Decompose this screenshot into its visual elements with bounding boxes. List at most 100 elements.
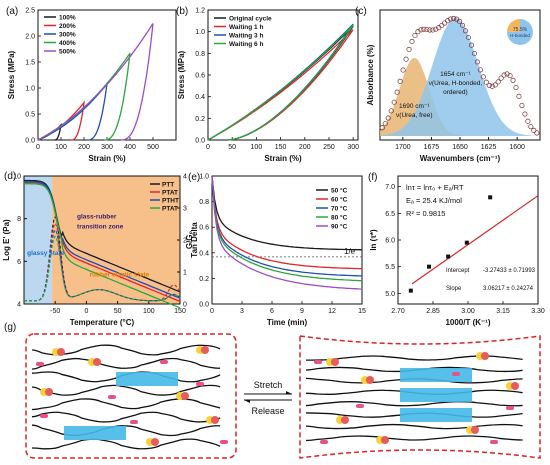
crosslink-bead (201, 346, 209, 354)
data-point (471, 50, 477, 57)
y-tick-label: 1.0 (199, 174, 209, 181)
segment-marker (506, 406, 514, 410)
modulus-curve (24, 181, 181, 299)
x-tick-label: 250 (323, 144, 335, 151)
data-point (445, 18, 451, 24)
y-tick-label: 6.0 (385, 238, 395, 245)
y-tick-label: 1.0 (25, 86, 35, 93)
x-tick-label: -50 (50, 308, 60, 315)
segment-marker (160, 360, 168, 364)
segment-marker (320, 440, 328, 444)
legend-label: Waiting 1 h (229, 24, 263, 31)
data-point (492, 82, 498, 88)
annotation: rubber elastic state (90, 271, 150, 278)
x-axis-label: Strain (%) (88, 154, 126, 163)
data-point (486, 82, 492, 89)
hard-domain (400, 368, 472, 382)
data-point (418, 27, 424, 33)
x-axis-label: Strain (%) (264, 154, 302, 163)
data-point (525, 118, 531, 124)
stress-strain-loop (37, 52, 131, 141)
y-tick-label: 0.5 (25, 112, 35, 119)
x-axis-label: Wavenumbers (cm⁻¹) (420, 154, 501, 163)
legend-label: 70 °C (331, 205, 348, 213)
hard-domain (400, 388, 472, 402)
data-point (400, 67, 406, 73)
x-tick-label: 200 (78, 144, 90, 151)
slope-value: 3.06217 ± 0.24274 (483, 286, 534, 292)
pie-slice-free (507, 19, 520, 32)
x-tick-label: 3 (240, 308, 244, 315)
x-tick-label: 300 (101, 144, 113, 151)
x-tick-label: 100 (143, 308, 155, 315)
y-tick-label: 6 (17, 259, 21, 266)
annotation: 1690 cm⁻¹ (399, 103, 430, 110)
y-tick-label: 0.6 (199, 225, 209, 232)
tan-delta-curve (24, 235, 181, 302)
y2-tick-label: 3 (183, 206, 187, 213)
legend-label: 500% (59, 49, 76, 56)
segment-marker (490, 440, 498, 444)
legend-label: 100% (59, 15, 76, 22)
crosslink-bead (366, 376, 374, 384)
panel-label: (d) (4, 171, 16, 182)
y2-tick-label: 4 (183, 174, 187, 181)
annotation: transition zone (77, 223, 124, 230)
data-point (442, 20, 448, 26)
y-axis-label: Absorbance (%) (366, 44, 375, 105)
data-point (412, 32, 418, 39)
release-arrowhead (244, 400, 250, 403)
y-tick-label: 1.5 (25, 60, 35, 67)
x-tick-label: 1675 (424, 144, 440, 151)
x-tick-label: 150 (275, 144, 287, 151)
polymer-chain (31, 398, 221, 411)
y-tick-label: 2.5 (25, 8, 35, 15)
legend-label: 50 °C (331, 187, 348, 195)
x-tick-label: 0 (36, 144, 40, 151)
x-tick-label: 9 (300, 308, 304, 315)
data-point (534, 130, 540, 136)
data-point (489, 83, 495, 89)
hard-domain (64, 426, 126, 440)
x-tick-label: 0 (84, 308, 88, 315)
data-point (397, 78, 403, 84)
data-point (385, 115, 391, 121)
polymer-chain (305, 355, 523, 361)
data-point (448, 16, 454, 22)
polymer-chain (31, 411, 221, 423)
x-tick-label: 200 (299, 144, 311, 151)
legend-label: 400% (59, 40, 76, 47)
plot-frame (211, 175, 363, 305)
data-point (427, 27, 433, 33)
reference-label: 1/e (344, 247, 356, 256)
legend-label: PTHT (162, 198, 179, 205)
segment-marker (220, 440, 228, 444)
data-point (459, 22, 466, 28)
x-tick-label: 2.70 (391, 308, 405, 315)
y-axis-label: Stress (MPa) (177, 50, 186, 99)
crosslink-bead (151, 438, 159, 446)
panel-label: (b) (176, 6, 188, 17)
y-tick-label: 0.0 (199, 302, 209, 309)
rubber-region (52, 176, 180, 304)
x-tick-label: 100 (251, 144, 263, 151)
data-point (406, 46, 412, 53)
y-tick-label: 10 (13, 174, 21, 181)
data-point (421, 26, 427, 32)
slope-label: Slope (446, 286, 462, 292)
legend-label: 90 °C (331, 223, 348, 231)
y-tick-label: 0.0 (25, 138, 35, 145)
polymer-chain (305, 423, 523, 430)
data-point (388, 108, 394, 114)
y-tick-label: 0.2 (199, 276, 209, 283)
data-point (474, 59, 480, 65)
panel-label: (g) (4, 322, 16, 333)
data-point (391, 99, 397, 105)
x-tick-label: 50 (114, 308, 122, 315)
x-tick-label: 1625 (481, 144, 497, 151)
glassy-region (24, 176, 53, 304)
data-point (456, 18, 463, 25)
pie-label: H-bonded (510, 33, 530, 38)
